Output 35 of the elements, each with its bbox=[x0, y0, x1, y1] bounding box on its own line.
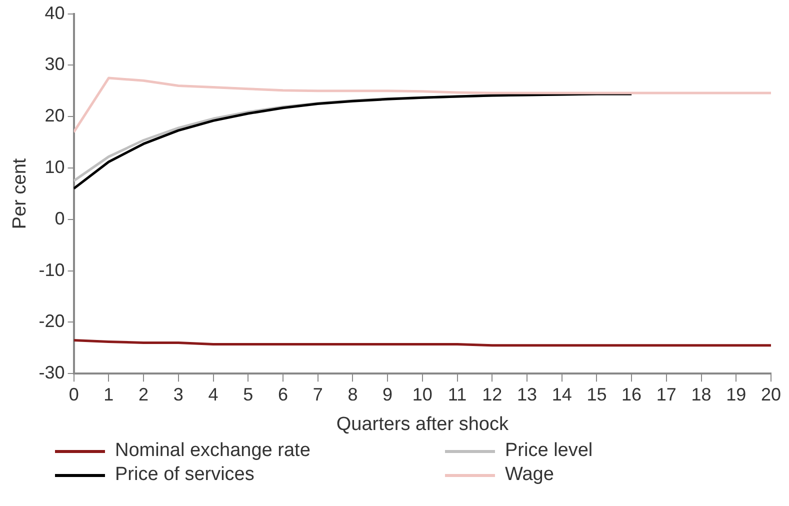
y-tick-label: 30 bbox=[44, 54, 65, 74]
y-tick-label: -30 bbox=[38, 362, 65, 383]
x-tick-label: 8 bbox=[348, 384, 358, 404]
y-tick-label: -10 bbox=[38, 260, 65, 280]
legend-label: Price level bbox=[505, 440, 593, 462]
x-tick-label: 1 bbox=[104, 384, 114, 404]
y-tick-label: 0 bbox=[54, 208, 65, 228]
x-tick-label: 3 bbox=[173, 384, 184, 404]
x-tick-label: 2 bbox=[138, 384, 149, 404]
x-tick-label: 18 bbox=[691, 384, 712, 404]
x-tick-label: 6 bbox=[278, 384, 288, 404]
x-tick-label: 13 bbox=[516, 384, 537, 404]
x-tick-label: 16 bbox=[622, 384, 642, 404]
x-tick-label: 0 bbox=[68, 384, 79, 404]
y-axis-title: Per cent bbox=[10, 158, 31, 230]
y-tick-label: -20 bbox=[38, 311, 65, 332]
x-tick-label: 12 bbox=[482, 384, 502, 404]
x-axis-title: Quarters after shock bbox=[336, 414, 509, 435]
x-tick-label: 17 bbox=[656, 384, 676, 404]
x-tick-label: 5 bbox=[243, 384, 254, 404]
y-tick-label: 40 bbox=[44, 2, 65, 23]
x-tick-label: 11 bbox=[448, 384, 467, 404]
x-tick-label: 20 bbox=[760, 384, 782, 404]
legend-label: Wage bbox=[505, 464, 554, 486]
x-tick-label: 15 bbox=[586, 384, 607, 404]
y-tick-label: 20 bbox=[44, 106, 65, 126]
x-tick-label: 10 bbox=[412, 384, 432, 404]
y-tick-label: 10 bbox=[44, 156, 65, 177]
x-tick-label: 7 bbox=[312, 384, 323, 404]
x-tick-label: 19 bbox=[726, 384, 746, 404]
legend-label: Nominal exchange rate bbox=[115, 440, 310, 462]
legend-label: Price of services bbox=[115, 464, 254, 486]
x-tick-label: 14 bbox=[552, 384, 572, 404]
x-tick-label: 4 bbox=[208, 384, 218, 404]
x-tick-label: 9 bbox=[382, 384, 393, 404]
